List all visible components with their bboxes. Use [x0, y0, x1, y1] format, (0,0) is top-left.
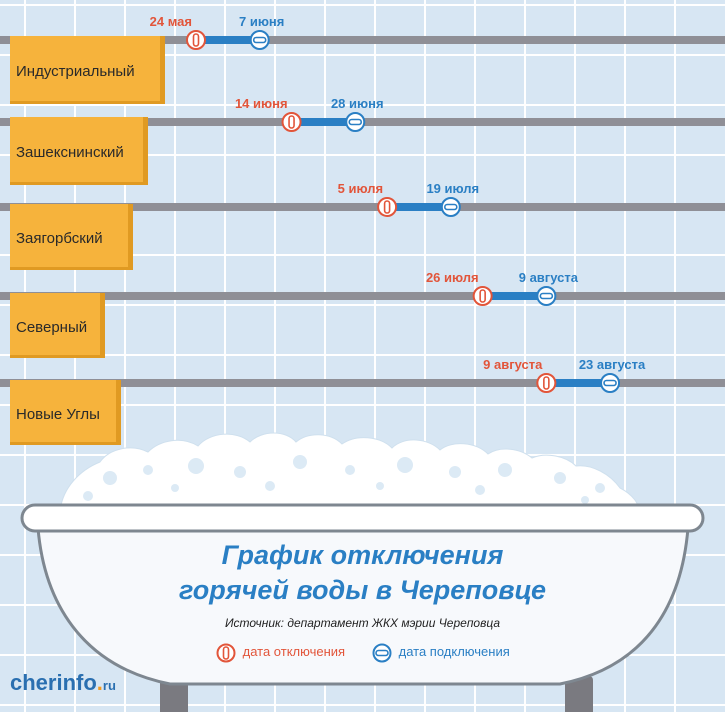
outage-period	[196, 36, 260, 44]
pipe	[0, 292, 725, 300]
district-row: Зашекснинский 14 июня 28 июня	[0, 96, 725, 185]
district-row: Индустриальный 24 мая 7 июня	[0, 14, 725, 104]
district-label: Заягорбский	[16, 230, 103, 247]
tap-on-icon	[536, 286, 557, 306]
legend-on-label: дата подключения	[398, 644, 510, 660]
tap-off-icon	[536, 373, 557, 393]
tap-on-icon	[600, 373, 621, 393]
outage-period	[546, 379, 611, 387]
district-label: Индустриальный	[16, 63, 135, 80]
tap-off-icon	[472, 286, 493, 306]
foam	[59, 432, 641, 515]
logo-dot: .	[96, 670, 103, 695]
source-note: Источник: департамент ЖКХ мэрии Череповц…	[224, 616, 501, 630]
tub-leg-right	[565, 676, 593, 712]
on-date-label: 19 июля	[426, 181, 479, 196]
district-row: Заягорбский 5 июля 19 июля	[0, 181, 725, 270]
rows-layer: Индустриальный 24 мая 7 июня Зашекснинский 1…	[0, 14, 725, 445]
tap-on-icon	[372, 643, 392, 663]
district-label: Зашекснинский	[16, 144, 124, 161]
tap-on-icon	[345, 112, 366, 132]
district-label: Северный	[16, 319, 87, 336]
tap-off-icon	[281, 112, 302, 132]
on-date-label: 28 июня	[331, 96, 384, 111]
legend-off-label: дата отключения	[242, 644, 346, 660]
legend-on: дата подключения	[372, 643, 510, 663]
on-date-label: 7 июня	[239, 14, 284, 29]
pipe	[0, 203, 725, 211]
outage-period	[482, 292, 547, 300]
off-date-label: 24 мая	[150, 14, 192, 29]
bathtub	[20, 503, 705, 712]
tub-body	[36, 526, 690, 686]
tap-on-icon	[249, 30, 270, 50]
outage-period	[291, 118, 356, 126]
district-row: Северный 26 июля 9 августа	[0, 270, 725, 358]
outage-period	[387, 203, 451, 211]
title-line-2: горячей воды в Череповце	[179, 575, 546, 605]
title-line-1: График отключения	[221, 540, 504, 570]
cherinfo-logo: cherinfo.ru	[10, 670, 116, 696]
off-date-label: 14 июня	[235, 96, 288, 111]
towel: Зашекснинский	[10, 117, 148, 185]
pipe	[0, 379, 725, 387]
district-label: Новые Углы	[16, 406, 100, 423]
towel: Заягорбский	[10, 204, 133, 270]
towel: Новые Углы	[10, 380, 121, 445]
off-date-label: 9 августа	[483, 357, 543, 372]
pipe	[0, 36, 725, 44]
tap-on-icon	[440, 197, 461, 217]
district-row: Новые Углы 9 августа 23 августа	[0, 357, 725, 445]
off-date-label: 5 июля	[338, 181, 383, 196]
tap-off-icon	[216, 643, 236, 663]
tub-rim	[20, 503, 705, 533]
tap-off-icon	[377, 197, 398, 217]
towel: Индустриальный	[10, 36, 165, 104]
off-date-label: 26 июля	[426, 270, 479, 285]
tap-off-icon	[186, 30, 206, 50]
on-date-label: 23 августа	[579, 357, 646, 372]
logo-suffix: ru	[102, 678, 116, 693]
legend-off: дата отключения	[216, 643, 345, 663]
logo-main: cherinfo	[10, 670, 97, 695]
on-date-label: 9 августа	[519, 270, 579, 285]
towel: Северный	[10, 293, 105, 358]
